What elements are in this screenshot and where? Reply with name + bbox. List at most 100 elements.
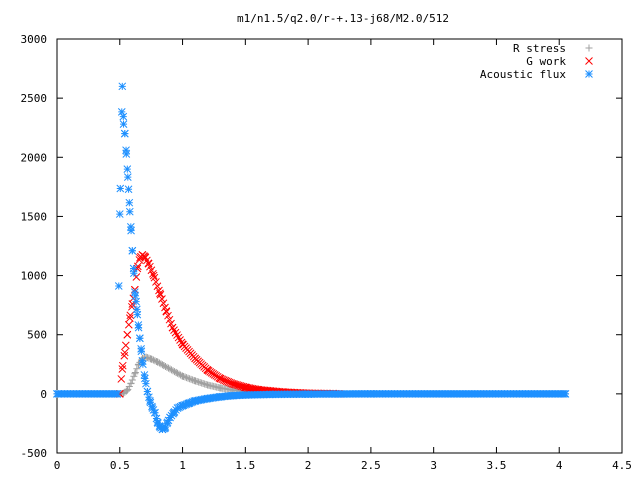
data-point bbox=[167, 319, 175, 328]
series-g-work bbox=[115, 251, 344, 398]
data-point bbox=[178, 401, 187, 410]
data-point bbox=[183, 374, 191, 382]
data-point bbox=[145, 393, 153, 402]
data-point bbox=[181, 400, 189, 409]
data-point bbox=[231, 380, 240, 389]
data-point bbox=[149, 271, 158, 280]
data-point bbox=[186, 375, 194, 383]
x-tick-label: 4.5 bbox=[612, 459, 632, 472]
data-point bbox=[146, 398, 155, 407]
data-point bbox=[129, 269, 138, 278]
x-tick-label: 4 bbox=[556, 459, 563, 472]
legend-marker bbox=[585, 44, 593, 52]
data-point bbox=[141, 374, 149, 383]
data-point bbox=[216, 374, 225, 383]
data-point bbox=[123, 173, 132, 182]
data-point bbox=[127, 379, 135, 387]
data-point bbox=[155, 286, 163, 295]
data-point bbox=[172, 369, 180, 377]
data-point bbox=[115, 210, 124, 218]
data-point bbox=[146, 397, 154, 405]
data-point bbox=[121, 341, 130, 350]
data-point bbox=[191, 397, 199, 405]
data-point bbox=[236, 382, 245, 390]
data-point bbox=[131, 370, 139, 378]
data-point bbox=[126, 311, 135, 320]
data-point bbox=[241, 383, 250, 392]
data-point bbox=[160, 361, 168, 369]
y-tick-label: 2500 bbox=[21, 92, 48, 105]
data-point bbox=[120, 129, 129, 138]
data-point bbox=[175, 403, 183, 412]
data-point bbox=[132, 297, 140, 306]
data-point bbox=[163, 418, 172, 427]
data-point bbox=[168, 323, 177, 332]
data-point bbox=[228, 391, 237, 400]
data-point bbox=[122, 146, 130, 155]
data-point bbox=[118, 365, 127, 373]
data-point bbox=[139, 360, 147, 369]
data-point bbox=[124, 385, 132, 393]
data-point bbox=[125, 207, 134, 216]
x-tick-label: 3 bbox=[430, 459, 437, 472]
data-point bbox=[129, 264, 138, 273]
data-point bbox=[130, 288, 139, 296]
data-point bbox=[152, 278, 160, 286]
data-point bbox=[120, 351, 129, 360]
x-tick-label: 0.5 bbox=[110, 459, 130, 472]
data-point bbox=[164, 416, 173, 425]
data-point bbox=[216, 384, 224, 392]
data-point bbox=[152, 414, 161, 423]
data-point bbox=[561, 390, 570, 398]
data-point bbox=[117, 375, 126, 383]
data-point bbox=[138, 356, 147, 365]
data-point bbox=[241, 391, 250, 399]
data-point bbox=[239, 382, 248, 391]
data-point bbox=[127, 226, 135, 235]
data-point bbox=[184, 374, 192, 382]
data-point bbox=[174, 369, 182, 377]
data-point bbox=[203, 394, 212, 403]
data-point bbox=[168, 366, 176, 374]
series-acoustic-flux bbox=[53, 82, 570, 434]
data-point bbox=[133, 310, 142, 319]
data-point bbox=[156, 290, 165, 299]
x-tick-label: 3.5 bbox=[487, 459, 507, 472]
x-tick-label: 0 bbox=[54, 459, 61, 472]
y-tick-label: 500 bbox=[27, 329, 47, 342]
legend-label: G work bbox=[526, 55, 566, 68]
data-point bbox=[134, 323, 143, 332]
data-point bbox=[367, 390, 375, 398]
data-point bbox=[191, 377, 199, 385]
data-point bbox=[113, 390, 122, 398]
data-point bbox=[120, 389, 128, 397]
x-tick-label: 2 bbox=[305, 459, 312, 472]
data-point bbox=[131, 292, 140, 300]
data-point bbox=[131, 368, 139, 376]
data-point bbox=[117, 108, 126, 116]
data-point bbox=[184, 399, 193, 408]
data-point bbox=[142, 353, 150, 361]
data-point bbox=[188, 398, 197, 406]
data-point bbox=[158, 361, 166, 369]
y-tick-label: -500 bbox=[21, 447, 48, 460]
data-point bbox=[304, 390, 312, 398]
x-tick-label: 1 bbox=[179, 459, 186, 472]
data-point bbox=[173, 404, 182, 412]
data-point bbox=[132, 305, 141, 314]
data-point bbox=[182, 400, 191, 409]
y-tick-label: 1500 bbox=[21, 210, 48, 223]
data-point bbox=[187, 375, 195, 383]
data-point bbox=[158, 295, 166, 303]
data-point bbox=[165, 315, 174, 324]
data-point bbox=[166, 365, 174, 373]
data-point bbox=[179, 372, 187, 380]
data-point bbox=[119, 112, 128, 121]
data-point bbox=[118, 82, 127, 91]
data-point bbox=[158, 425, 167, 434]
data-point bbox=[144, 259, 153, 268]
data-marks bbox=[53, 82, 570, 434]
data-point bbox=[153, 418, 162, 427]
legend-marker bbox=[585, 57, 593, 65]
